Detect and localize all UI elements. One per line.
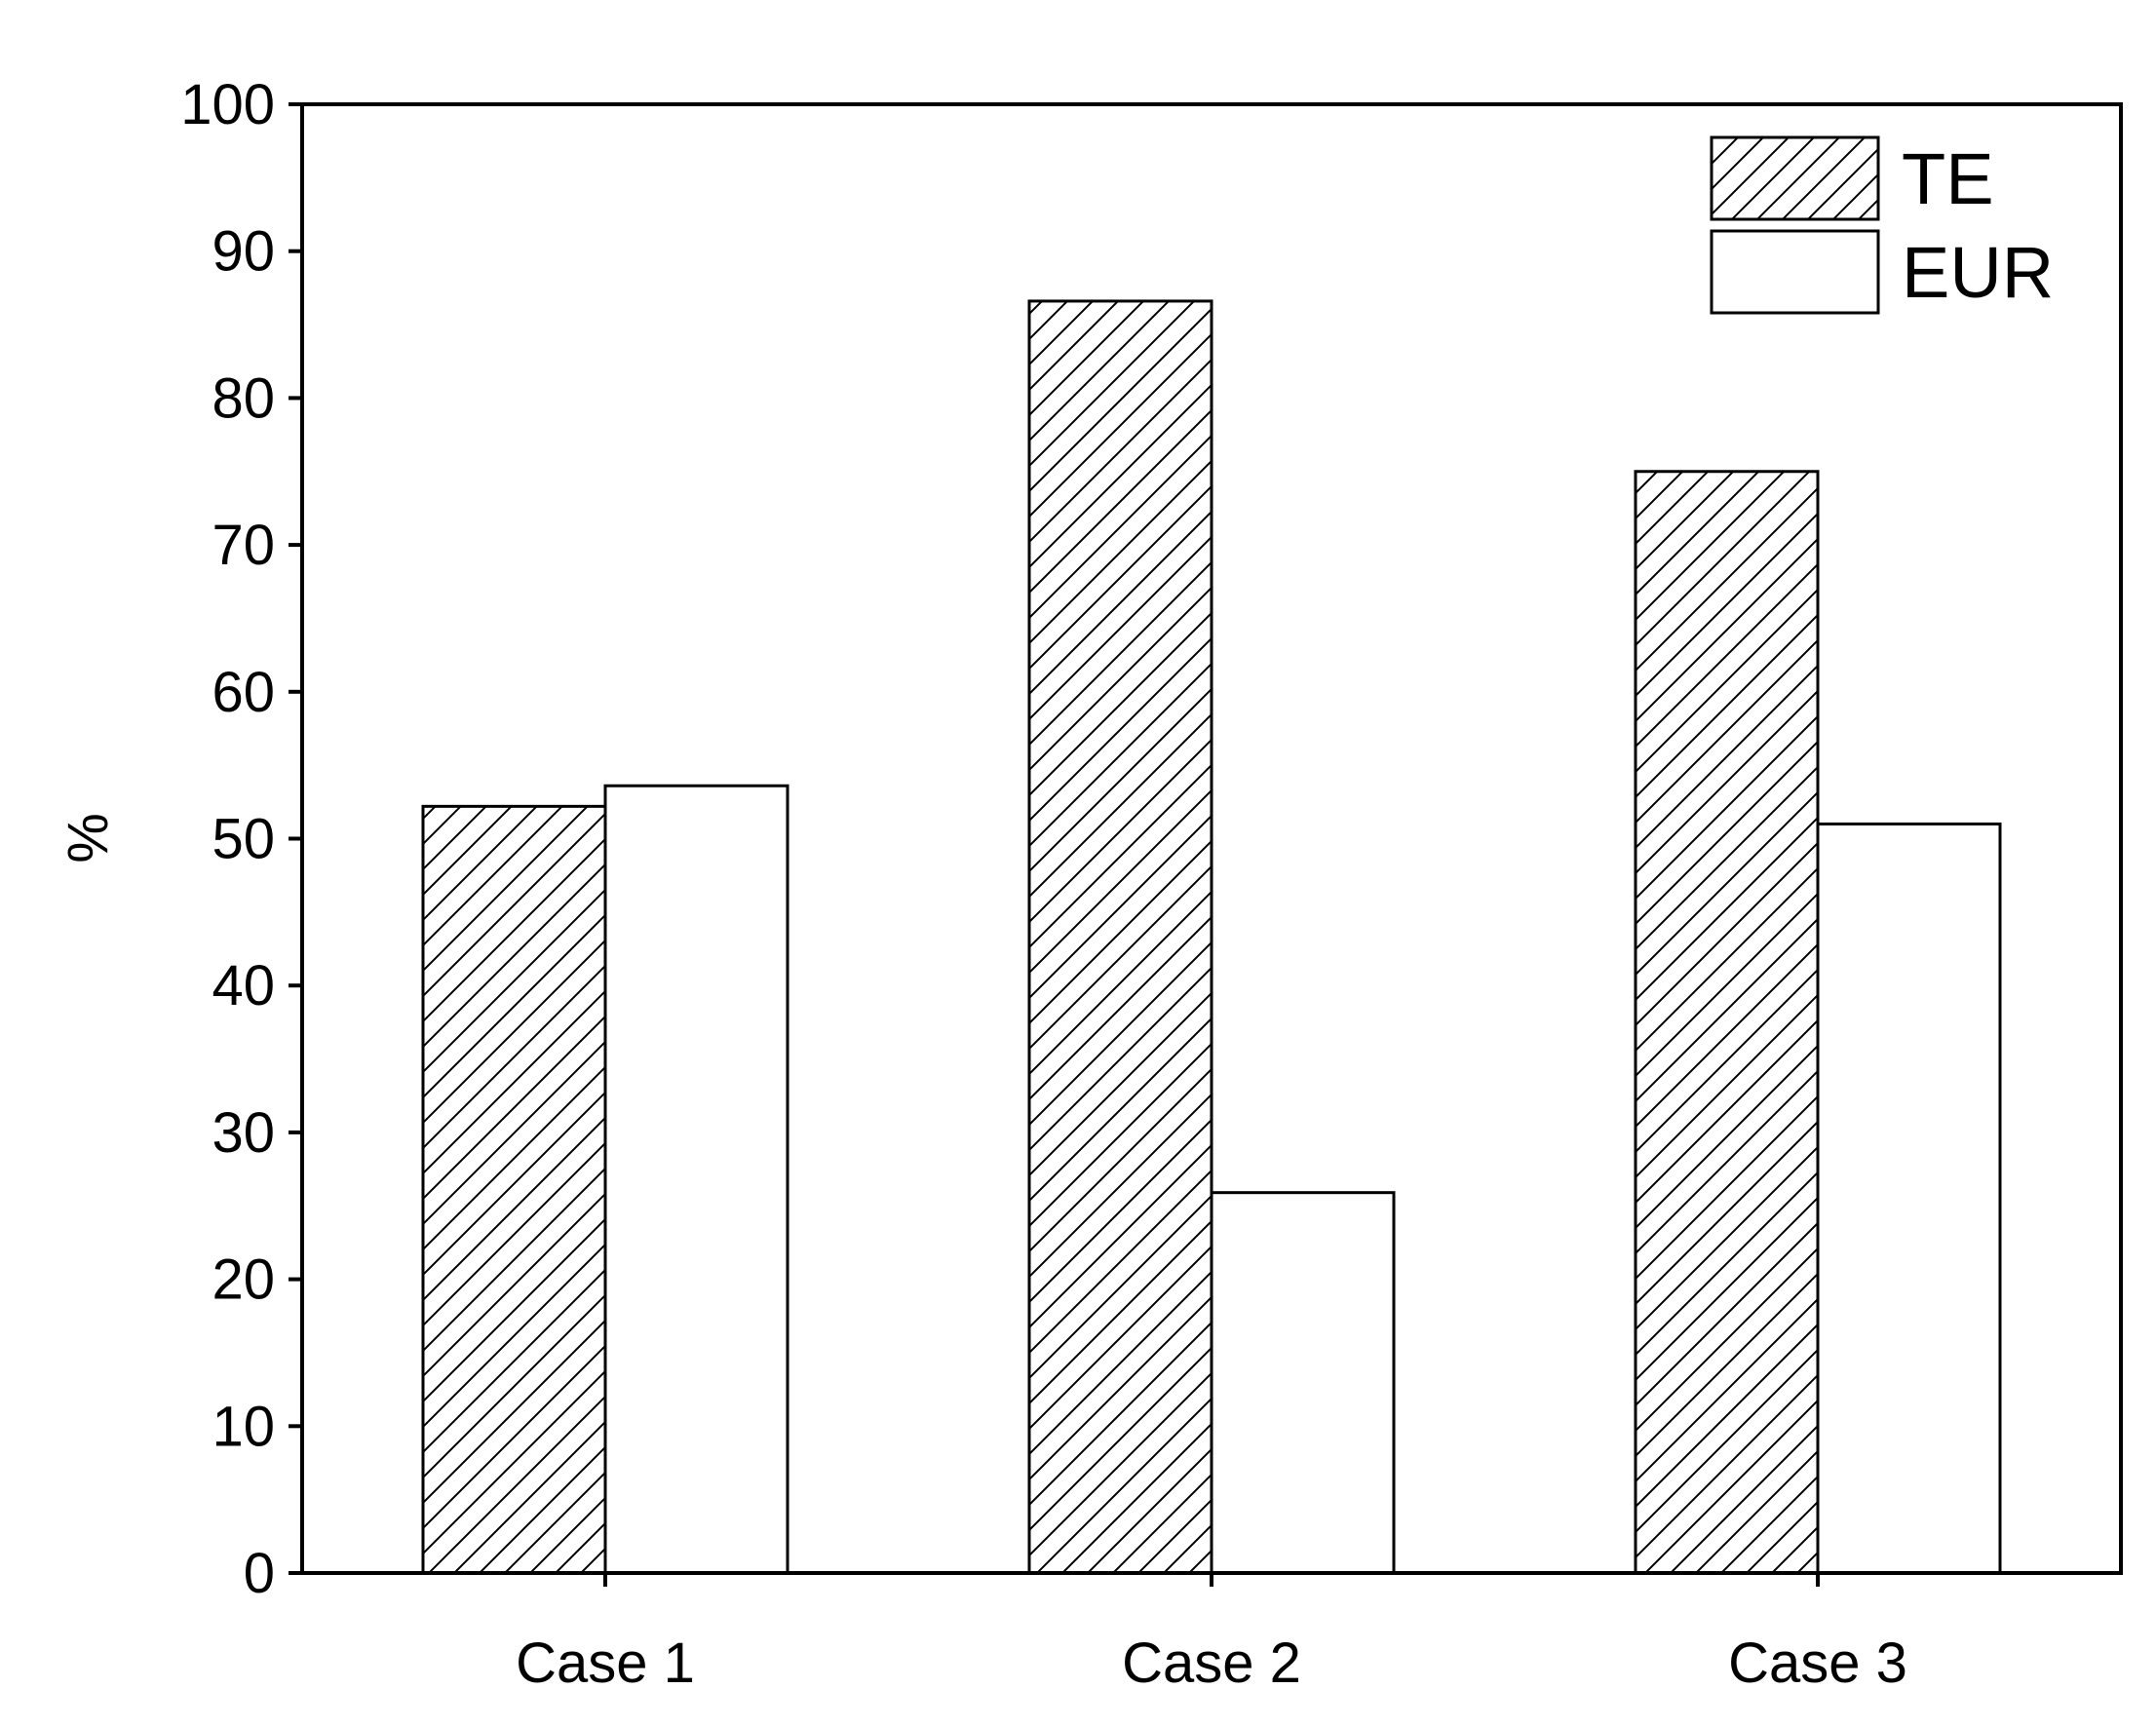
x-tick-label: Case 1 [516,1631,695,1695]
y-tick-label: 30 [212,1101,275,1165]
legend-swatch-eur [1710,229,1880,315]
x-tick-label: Case 2 [1122,1631,1301,1695]
bar-eur-case-2 [1210,1191,1396,1575]
plot-frame [300,102,2123,1575]
legend: TE EUR [1710,135,2054,315]
y-axis-ticks: 0 10 20 30 40 50 60 70 80 90 100 [180,73,302,1605]
y-tick-label: 0 [244,1542,275,1605]
legend-label-te: TE [1902,138,1994,219]
y-tick-label: 40 [212,954,275,1017]
legend-label-eur: EUR [1902,232,2054,313]
y-tick-label: 70 [212,514,275,577]
y-tick-label: 100 [180,73,275,136]
bar-te-case-3 [1634,470,1820,1575]
bars [421,299,2002,1575]
bar-te-case-2 [1027,299,1213,1575]
legend-swatch-te [1710,135,1880,221]
y-tick-label: 80 [212,366,275,430]
y-tick-label: 60 [212,661,275,724]
y-tick-label: 20 [212,1248,275,1312]
bar-te-case-1 [421,804,607,1575]
y-tick-label: 90 [212,220,275,284]
x-tick-label: Case 3 [1728,1631,1907,1695]
x-axis-ticks: Case 1 Case 2 Case 3 [516,1573,1907,1695]
bar-eur-case-3 [1816,822,2002,1575]
bar-eur-case-1 [603,784,789,1575]
y-tick-label: 10 [212,1395,275,1458]
y-axis-label: % [57,813,120,864]
y-tick-label: 50 [212,808,275,871]
